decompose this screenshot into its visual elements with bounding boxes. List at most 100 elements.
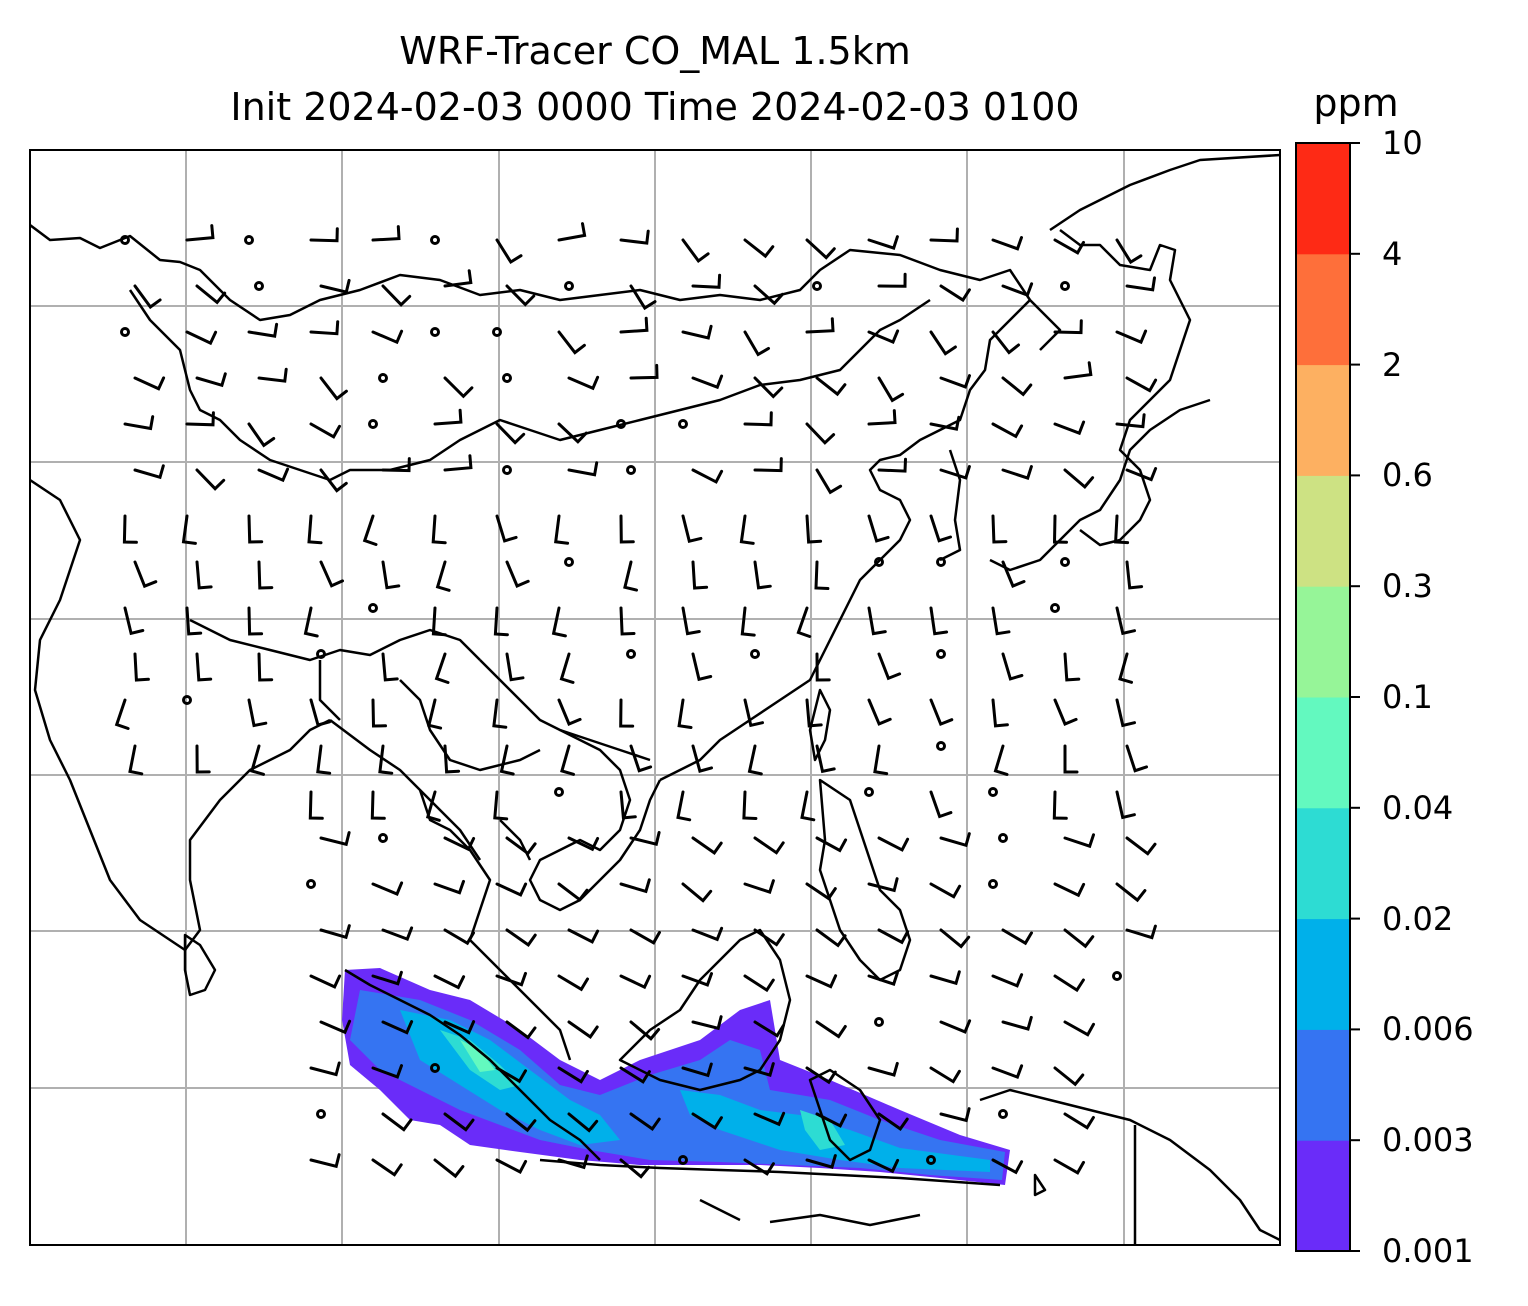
wind-barb [753,284,784,306]
wind-barb [133,284,162,310]
calm-wind-marker [254,281,264,291]
calm-wind-marker [316,1109,326,1119]
wind-barb [308,790,324,820]
wind-barb [929,514,952,543]
calm-wind-marker [678,1155,688,1165]
colorbar-segment [1296,807,1350,920]
wind-barb [303,606,319,638]
calm-wind-marker [936,557,946,567]
colorbar [1295,142,1360,1252]
colorbar-tick-label: 0.04 [1382,788,1454,827]
wind-barb [814,560,830,590]
wind-barb [691,652,713,682]
wind-barb [1052,790,1068,820]
wind-barb [681,324,713,340]
map-title-line-1: WRF-Tracer CO_MAL 1.5km [399,29,911,73]
wind-barb [1063,744,1079,774]
wind-barb [551,606,567,638]
wind-barb [939,1107,971,1123]
wind-barb [753,560,772,590]
wind-barb [991,1064,1024,1080]
wind-barb [557,1066,589,1084]
wind-barb [929,790,953,819]
wind-barb [805,422,836,445]
wind-barb [381,457,411,473]
wind-barb [993,744,1009,776]
calm-wind-marker [120,327,130,337]
wind-barb [122,514,138,544]
wind-barb [1063,928,1095,949]
wind-barb [629,1112,661,1131]
wind-barb [867,971,899,986]
wind-barb [309,422,341,439]
wind-barb [743,974,775,993]
calm-wind-marker [564,557,574,567]
wind-barb [815,836,848,853]
colorbar-tick-label: 0.3 [1382,567,1433,606]
wind-barb [691,468,724,484]
wind-barb [691,744,713,773]
coastlines [30,153,1280,1245]
coastline-india [30,478,331,952]
map-frame [29,149,1281,1246]
wind-barb [195,284,227,305]
wind-barb [557,698,582,726]
wind-barb [493,606,509,637]
wind-barb [1053,882,1086,898]
wind-barb [1118,652,1133,684]
wind-barb [195,652,213,682]
wind-barb [257,652,274,682]
wind-barb [991,514,1008,544]
wind-barb [743,1062,775,1077]
calm-wind-marker [492,327,502,337]
colorbar-tick-label: 0.02 [1382,899,1454,938]
wind-barb [743,1158,775,1176]
coastline-borneo [618,928,792,1092]
wind-barb [557,330,586,355]
wind-barb [1125,836,1157,856]
wind-barb [1053,974,1085,993]
wind-barb [309,320,340,336]
tracer-level-3 [400,1010,990,1172]
wind-barb [381,1112,413,1132]
wind-barb [681,238,710,263]
colorbar-segment [1296,918,1350,1030]
wind-barb [567,1020,599,1039]
wind-barb [495,1066,527,1084]
wind-barb [929,882,962,899]
map-title-line-2: Init 2024-02-03 0000 Time 2024-02-03 010… [230,85,1080,129]
calm-wind-marker [812,281,822,291]
wind-barb [443,269,473,288]
calm-wind-marker [1060,281,1070,291]
wind-barb [443,744,461,774]
colorbar-tick-label: 0.006 [1382,1010,1474,1049]
wind-barb [1053,319,1083,335]
wind-barb [309,227,339,243]
wind-barb [557,882,589,902]
wind-barb [435,560,451,592]
wind-barb [505,928,537,947]
wind-barb [619,1158,651,1179]
wind-barb [557,422,588,444]
wind-barb [431,606,447,637]
wind-barb [371,1158,403,1177]
wind-barb [991,422,1024,439]
wind-barb [371,698,387,728]
colorbar-segment [1296,475,1350,587]
wind-barb [681,1062,713,1078]
wind-barb [939,1019,972,1034]
wind-barb [371,970,403,986]
wind-barb [805,974,838,989]
wind-barb [381,284,412,307]
colorbar-tick-label: 0.001 [1382,1232,1474,1270]
wind-barb [1125,276,1156,292]
wind-barb [257,367,288,383]
wind-barb [495,422,526,445]
calm-wind-marker [998,833,1008,843]
wind-barb [877,457,907,473]
calm-wind-marker [306,879,316,889]
wind-barb [319,924,351,940]
wind-barb [619,698,635,728]
wind-barb [381,926,414,942]
